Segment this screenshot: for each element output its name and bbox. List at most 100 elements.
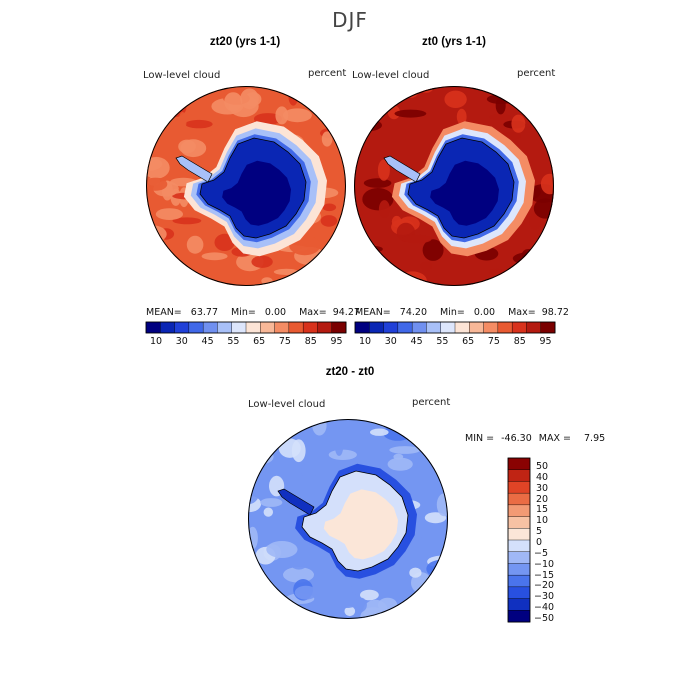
field-patch	[186, 235, 204, 254]
colorbar-swatch	[507, 492, 531, 506]
panel2-mean-value: 74.20	[399, 307, 427, 318]
field-patch	[248, 422, 263, 447]
colorbar-swatch	[483, 321, 499, 334]
colorbar-frame	[145, 321, 347, 334]
panel1-max-value: 94.27	[332, 307, 360, 318]
field-patch	[529, 213, 541, 230]
field-patch	[264, 608, 282, 619]
colorbar-swatch	[469, 321, 485, 334]
field-patch	[181, 281, 207, 286]
colorbar-swatch	[507, 586, 531, 600]
peninsula-fill	[278, 489, 314, 515]
colorbar-tick-label: −10	[534, 558, 555, 570]
colorbar-tick-label: 65	[462, 336, 475, 347]
colorbar-swatch	[507, 598, 531, 611]
field-patch	[328, 449, 357, 460]
colorbar-tick-label: 95	[539, 336, 552, 347]
colorbar-tick-label: 55	[227, 336, 240, 347]
field-patch	[420, 261, 433, 271]
field-patch	[180, 139, 207, 158]
colorbar-swatch	[507, 469, 531, 482]
peninsula-coastline	[175, 155, 213, 183]
panel1-min-label: Min=	[231, 307, 256, 318]
colorbar-swatch	[302, 321, 318, 334]
panel3-polar-map	[248, 419, 448, 619]
field-patch	[320, 215, 338, 227]
colorbar-frame	[507, 457, 531, 623]
field-patch	[264, 601, 291, 619]
panel2-max-value: 98.72	[541, 307, 569, 318]
continent-core	[323, 489, 398, 560]
colorbar-tick-label: 85	[513, 336, 526, 347]
colorbar-swatch	[188, 321, 204, 334]
colorbar-tick-label: 40	[536, 471, 549, 483]
colorbar-swatch	[383, 321, 399, 334]
map-field	[354, 86, 554, 286]
field-patch	[360, 93, 373, 113]
panel1-colorbar	[145, 321, 347, 334]
panel2-max-label: Max=	[508, 307, 536, 318]
field-patch	[354, 256, 371, 267]
colorbar-swatch	[507, 481, 531, 494]
field-patch	[354, 264, 380, 272]
colorbar-tick-label: 95	[330, 336, 343, 347]
field-patch	[172, 217, 202, 225]
colorbar-swatch	[231, 321, 247, 334]
colorbar-swatch	[202, 321, 218, 334]
panel3-colorbar	[507, 457, 531, 623]
field-patch	[528, 251, 538, 259]
colorbar-swatch	[369, 321, 385, 334]
field-patch	[540, 236, 554, 250]
panel3-min-value: -46.30	[501, 433, 532, 444]
map-boundary	[146, 86, 346, 286]
panel1-mean-label: MEAN=	[146, 307, 182, 318]
field-patch	[146, 177, 168, 191]
colorbar-swatch	[354, 321, 370, 334]
colorbar-swatch	[411, 321, 427, 334]
field-patch	[147, 261, 164, 285]
map-field	[146, 86, 346, 286]
field-patch	[529, 244, 554, 267]
colorbar-swatch	[507, 528, 531, 541]
field-patch	[365, 269, 387, 281]
field-patch	[354, 597, 367, 612]
peninsula-fill	[176, 156, 212, 182]
field-patch	[504, 87, 516, 103]
colorbar-tick-label: 10	[536, 515, 549, 527]
panel2-colorbar	[354, 321, 556, 334]
colorbar-swatch	[174, 321, 190, 334]
field-patch	[214, 233, 235, 251]
field-patch	[436, 493, 448, 517]
panel3-units-label: percent	[412, 397, 451, 408]
peninsula-fill	[384, 156, 420, 182]
colorbar-swatch	[507, 516, 531, 529]
panel1-mean-value: 63.77	[190, 307, 218, 318]
colorbar-swatch	[507, 551, 531, 564]
field-patch	[540, 173, 554, 195]
colorbar-tick-label: 30	[536, 482, 549, 494]
panel3-max-value: 7.95	[584, 433, 606, 444]
field-patch	[340, 253, 346, 278]
colorbar-swatch	[426, 321, 442, 334]
colorbar-tick-label: 10	[149, 336, 163, 347]
field-patch	[444, 90, 467, 108]
field-patch	[354, 119, 382, 132]
panel2-min-label: Min=	[440, 307, 465, 318]
field-patch	[370, 428, 389, 436]
panel2-mean-label: MEAN=	[355, 307, 391, 318]
field-patch	[331, 253, 345, 276]
panel3-stats: MIN = -46.30 MAX = 7.95	[465, 433, 605, 444]
colorbar-swatch	[260, 321, 276, 334]
field-patch	[422, 239, 444, 261]
continent-core	[430, 160, 499, 226]
panel3-min-label: MIN =	[465, 433, 495, 444]
field-patch	[397, 475, 420, 482]
field-patch	[248, 592, 259, 611]
field-patch	[265, 421, 289, 441]
colorbar-swatch	[507, 504, 531, 518]
colorbar-swatch	[507, 457, 531, 471]
colorbar-tick-label: 75	[278, 336, 291, 347]
field-patch	[403, 86, 419, 98]
field-patch	[533, 198, 554, 219]
colorbar-tick-label: −40	[534, 602, 555, 614]
